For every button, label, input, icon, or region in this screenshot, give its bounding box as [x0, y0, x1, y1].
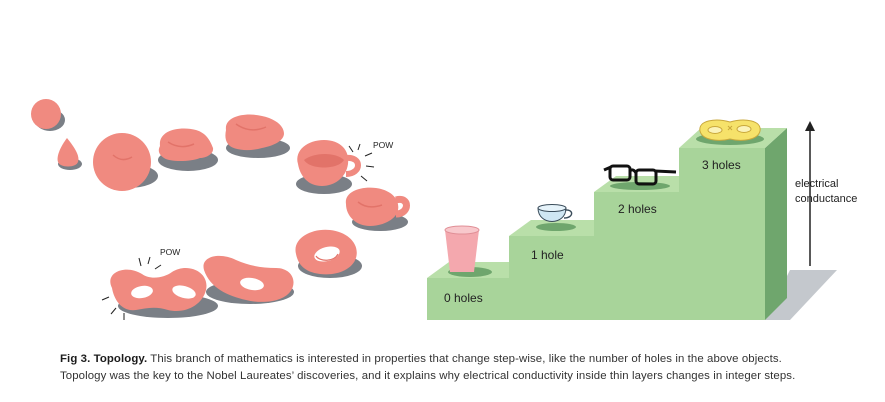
step-front-2	[594, 192, 679, 320]
pretzel-icon	[696, 119, 764, 145]
clay-ring-one-hole	[203, 255, 294, 304]
clay-figure-eight: POW	[101, 247, 218, 320]
conductance-label-line1: electrical	[795, 178, 838, 190]
figure-caption: Fig 3. Topology. This branch of mathemat…	[60, 351, 820, 385]
step-label-1-hole: 1 hole	[531, 248, 564, 262]
clay-morph-sequence: POW	[31, 99, 410, 320]
teacup-icon	[536, 204, 576, 231]
clay-teardrop	[57, 138, 82, 170]
pow-label: POW	[160, 247, 180, 257]
clay-ball-small	[31, 99, 65, 131]
step-front-1	[509, 236, 594, 320]
caption-text: This branch of mathematics is interested…	[60, 353, 796, 382]
step-label-3-holes: 3 holes	[702, 158, 741, 172]
clay-donut	[295, 229, 362, 278]
step-front-3	[679, 148, 765, 320]
step-label-2-holes: 2 holes	[618, 202, 657, 216]
staircase-shadow	[765, 270, 837, 320]
clay-blob-spout	[158, 128, 218, 171]
caption-lead: Fig 3. Topology.	[60, 353, 148, 365]
staircase-side	[765, 128, 787, 320]
clay-cup-morph: POW	[296, 140, 393, 194]
clay-cup-handle	[345, 187, 410, 231]
pow-burst-lines	[101, 256, 162, 320]
step-front-0	[427, 278, 509, 320]
pink-cup-icon	[444, 225, 492, 277]
conductance-label-line2: conductance	[795, 193, 857, 205]
clay-ball-dented	[93, 133, 158, 191]
eyeglasses-icon	[603, 164, 677, 190]
pow-label: POW	[373, 140, 393, 150]
pow-burst-lines	[348, 143, 375, 182]
staircase: 0 holes 1 hole 2 holes 3 holes	[427, 119, 837, 320]
step-label-0-holes: 0 holes	[444, 291, 483, 305]
clay-blob-lip	[225, 114, 290, 158]
conductance-arrow: electrical conductance	[795, 121, 857, 266]
